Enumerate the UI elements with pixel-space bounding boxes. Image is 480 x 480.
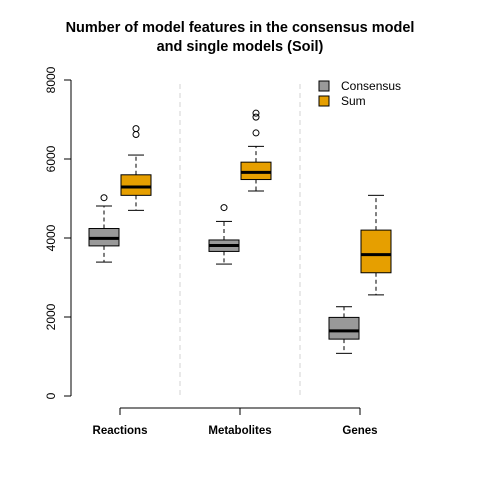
outlier-point [100,194,108,202]
group-separators [179,84,301,396]
box-consensus-genes [328,306,360,354]
chart-title-line-2: and single models (Soil) [157,39,324,55]
box-series [88,109,392,354]
box-iqr [328,316,360,340]
outlier-point [132,131,140,139]
y-tick-label: 6000 [44,145,58,172]
legend-swatch-consensus [318,80,330,92]
legend-label-sum: Sum [341,94,366,108]
y-tick-label: 4000 [44,224,58,251]
y-tick-label: 0 [44,392,58,399]
box-consensus-metabolites [208,204,240,265]
box-sum-reactions [120,125,152,211]
legend-label-consensus: Consensus [341,79,401,93]
chart-title: Number of model features in the consensu… [66,20,415,55]
box-iqr [240,161,272,181]
outlier-point [220,204,228,212]
x-axis: Reactions Metabolites Genes [93,407,378,437]
outlier-point [252,129,260,137]
box-sum-metabolites [240,109,272,192]
box-consensus-reactions [88,194,120,263]
outlier-point [132,125,140,133]
chart-title-line-1: Number of model features in the consensu… [66,20,415,36]
x-tick-label-genes: Genes [342,425,377,437]
outlier-point [252,109,260,117]
legend-swatch-sum [318,95,330,107]
outlier-point [252,113,260,121]
box-sum-genes [360,194,392,296]
x-tick-label-reactions: Reactions [93,425,148,437]
box-iqr [360,229,392,274]
y-tick-label: 8000 [44,66,58,93]
y-tick-label: 2000 [44,303,58,330]
y-axis: 0 2000 4000 6000 8000 [44,66,72,399]
x-tick-label-metabolites: Metabolites [208,425,271,437]
box-iqr [120,174,152,196]
